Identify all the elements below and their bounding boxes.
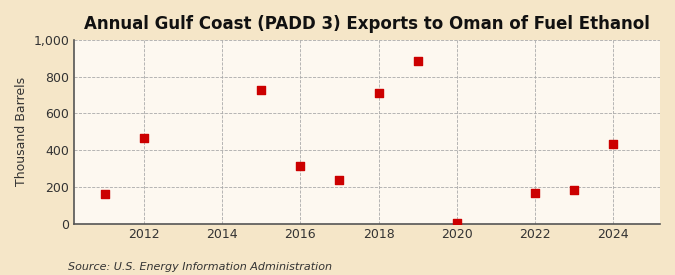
Point: [99, 192, 110, 196]
Y-axis label: Thousand Barrels: Thousand Barrels: [15, 77, 28, 186]
Point: [452, 221, 462, 226]
Point: [529, 191, 540, 196]
Text: Source: U.S. Energy Information Administration: Source: U.S. Energy Information Administ…: [68, 262, 331, 272]
Point: [256, 87, 267, 92]
Point: [295, 164, 306, 168]
Point: [334, 178, 345, 183]
Point: [608, 142, 618, 146]
Title: Annual Gulf Coast (PADD 3) Exports to Oman of Fuel Ethanol: Annual Gulf Coast (PADD 3) Exports to Om…: [84, 15, 650, 33]
Point: [568, 188, 579, 192]
Point: [373, 91, 384, 95]
Point: [138, 136, 149, 141]
Point: [412, 59, 423, 64]
